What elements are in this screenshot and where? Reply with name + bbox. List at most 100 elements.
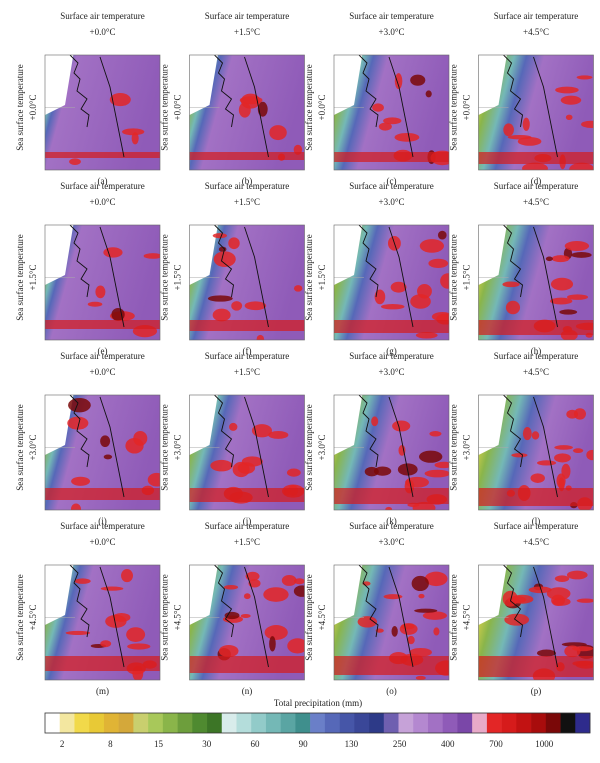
panel-sat: +4.5°C xyxy=(523,537,549,547)
rain-patch xyxy=(240,93,261,109)
map xyxy=(45,395,160,510)
colorbar-label: 2 xyxy=(60,739,65,749)
rain-patch xyxy=(411,575,429,592)
map-frame xyxy=(44,394,161,511)
map-top xyxy=(334,565,363,625)
map-top xyxy=(478,565,507,625)
colorbar-swatch xyxy=(295,713,311,733)
panel-side-title: Sea surface temperature xyxy=(15,404,25,490)
rain-patch xyxy=(264,625,288,641)
map-frame xyxy=(44,224,161,341)
coast xyxy=(69,565,125,668)
rain-patch xyxy=(564,240,590,251)
map xyxy=(189,565,305,680)
map-top xyxy=(334,225,363,285)
colorbar-label: 250 xyxy=(393,739,407,749)
rain-patch xyxy=(74,578,91,584)
map-frame xyxy=(333,224,450,341)
rain-patch xyxy=(418,593,425,599)
colorbar-swatch xyxy=(59,713,75,733)
rain-patch xyxy=(251,424,273,438)
bottom-band xyxy=(478,152,594,164)
panel-title: Surface air temperature xyxy=(205,11,289,21)
rain-patch xyxy=(391,626,398,637)
panel-title: Surface air temperature xyxy=(349,521,433,531)
coast xyxy=(214,225,269,328)
bottom-band xyxy=(45,152,160,158)
panel-letter: (n) xyxy=(242,686,253,696)
panel-title: Surface air temperature xyxy=(60,181,144,191)
colorbar-swatch xyxy=(177,713,193,733)
map xyxy=(189,395,305,510)
panel-title: Surface air temperature xyxy=(494,11,578,21)
bottom-band xyxy=(189,488,305,502)
rain-patch xyxy=(68,397,91,413)
colorbar-swatch xyxy=(413,713,429,733)
rain-patch xyxy=(281,575,297,586)
panel-title: Surface air temperature xyxy=(494,351,578,361)
rain-patch xyxy=(502,281,520,288)
colorbar-swatch xyxy=(442,713,458,733)
panel-title: Surface air temperature xyxy=(205,181,289,191)
colorbar-swatch xyxy=(383,713,399,733)
colorbar-swatch xyxy=(280,713,296,733)
colorbar-swatch xyxy=(545,713,561,733)
panel-sat: +1.5°C xyxy=(234,197,260,207)
panel-title: Surface air temperature xyxy=(60,521,144,531)
panel-side-title: Sea surface temperature xyxy=(15,574,25,660)
panel-sst: +1.5°C xyxy=(317,265,327,291)
rain-patch xyxy=(109,93,131,107)
rain-patch xyxy=(571,252,592,258)
panel-letter: (a) xyxy=(98,176,108,186)
rain-patch xyxy=(392,420,411,432)
panel-letter: (o) xyxy=(386,686,397,696)
bottom-band xyxy=(189,656,305,673)
rain-patch xyxy=(550,277,574,291)
coast xyxy=(503,55,558,158)
panel-side-title: Sea surface temperature xyxy=(449,234,459,320)
map xyxy=(478,565,594,680)
rain-patch xyxy=(269,636,276,652)
panel-sst: +4.5°C xyxy=(28,605,38,631)
bottom-band xyxy=(45,488,160,500)
rain-patch xyxy=(229,422,238,431)
rain-patch xyxy=(410,74,426,86)
rain-patch xyxy=(100,586,124,591)
rain-patch xyxy=(244,301,267,311)
colorbar-swatch xyxy=(207,713,223,733)
rain-patch xyxy=(522,427,532,441)
rain-patch xyxy=(530,473,545,483)
panel-title: Surface air temperature xyxy=(494,181,578,191)
rain-patch xyxy=(375,628,384,633)
rain-patch xyxy=(554,445,573,450)
rain-patch xyxy=(556,473,566,489)
rain-patch xyxy=(586,449,594,461)
rain-patch xyxy=(510,594,534,604)
rain-patch xyxy=(378,122,392,131)
panel-letter: (b) xyxy=(242,176,253,186)
coast xyxy=(214,565,269,668)
map-top xyxy=(45,395,74,455)
rain-patch xyxy=(576,75,593,80)
coast xyxy=(503,565,558,668)
coast xyxy=(214,395,269,498)
panel-title: Surface air temperature xyxy=(349,181,433,191)
rain-patch xyxy=(210,459,233,472)
colorbar-swatch xyxy=(457,713,473,733)
colorbar-swatch xyxy=(501,713,517,733)
rain-patch xyxy=(550,297,573,305)
rain-patch xyxy=(569,162,594,170)
rain-patch xyxy=(256,334,265,340)
coast xyxy=(503,395,558,498)
panel-sst: +3.0°C xyxy=(317,435,327,461)
bottom-band xyxy=(334,320,449,333)
rain-patch xyxy=(237,462,256,474)
rain-patch xyxy=(440,273,449,289)
rain-patch xyxy=(373,466,392,476)
map-top xyxy=(334,55,363,115)
colorbar-swatch xyxy=(531,713,547,733)
rain-patch xyxy=(399,623,418,635)
rain-patch xyxy=(67,416,89,430)
colorbar-label: 8 xyxy=(108,739,113,749)
